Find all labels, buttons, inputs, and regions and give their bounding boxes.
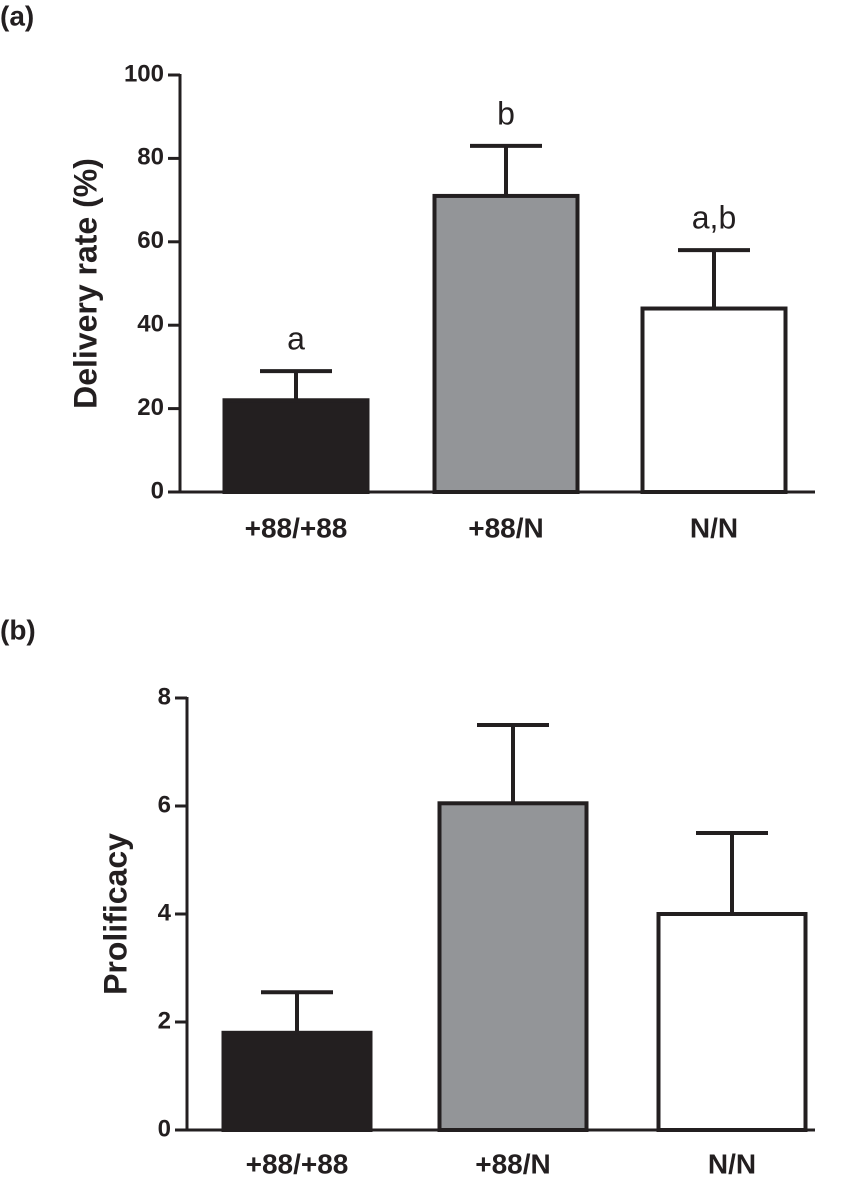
- x-tick-label: +88/N: [468, 512, 544, 543]
- y-tick-label: 4: [158, 899, 172, 926]
- y-tick-label: 60: [137, 227, 164, 254]
- bar: [656, 912, 808, 1132]
- bar: [640, 306, 788, 494]
- panel-label: (b): [0, 614, 36, 645]
- bar: [222, 398, 370, 495]
- x-tick-label: +88/+88: [245, 512, 348, 543]
- x-tick-label: +88/N: [475, 1148, 551, 1179]
- y-tick-label: 80: [137, 144, 164, 171]
- y-tick-label: 0: [158, 1115, 171, 1142]
- annotation: a,b: [692, 200, 736, 236]
- y-tick-label: 0: [151, 477, 164, 504]
- y-tick-label: 40: [137, 311, 164, 338]
- annotation: a: [287, 321, 305, 357]
- panel-label: (a): [0, 0, 34, 31]
- annotation: b: [497, 95, 515, 131]
- bar: [437, 801, 589, 1132]
- y-tick-label: 2: [158, 1007, 171, 1034]
- y-axis-label: Prolificacy: [97, 833, 133, 995]
- y-tick-label: 20: [137, 394, 164, 421]
- y-axis-label: Delivery rate (%): [67, 158, 103, 409]
- x-tick-label: N/N: [690, 512, 738, 543]
- bar: [432, 193, 580, 494]
- y-tick-label: 6: [158, 791, 171, 818]
- x-tick-label: N/N: [708, 1148, 756, 1179]
- x-tick-label: +88/+88: [246, 1148, 349, 1179]
- y-tick-label: 8: [158, 683, 171, 710]
- y-tick-label: 100: [124, 60, 164, 87]
- bar: [221, 1030, 373, 1133]
